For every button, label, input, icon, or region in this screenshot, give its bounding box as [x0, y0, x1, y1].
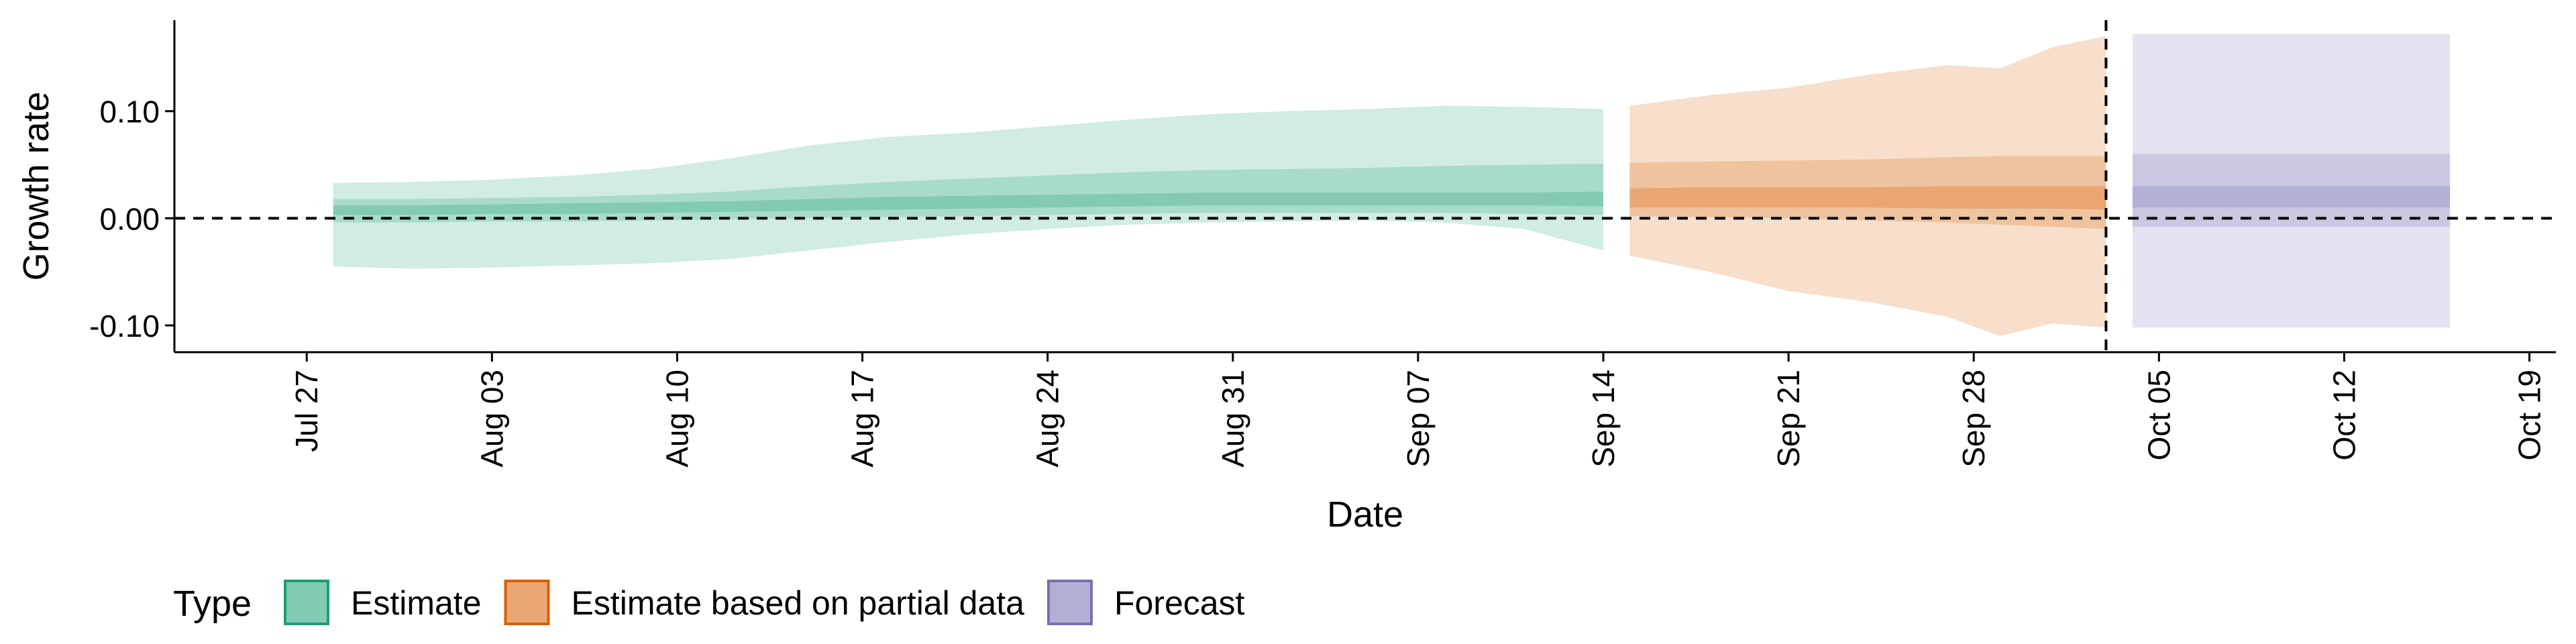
x-tick-label: Aug 17: [845, 370, 880, 468]
y-tick-label: -0.10: [89, 309, 160, 343]
x-tick-label: Aug 31: [1216, 370, 1250, 468]
legend-key-estimate: [284, 580, 329, 625]
legend: Type Estimate Estimate based on partial d…: [173, 580, 1245, 625]
x-tick-label: Sep 07: [1401, 370, 1436, 468]
x-tick-label: Sep 21: [1771, 370, 1806, 468]
estimate-based-on-partial-data-band-20: [1629, 186, 2106, 210]
forecast-band-20: [2132, 186, 2451, 208]
y-tick-label: 0.00: [99, 201, 160, 236]
legend-label-estimate-based-on-partial-data: Estimate based on partial data: [572, 584, 1025, 622]
legend-title: Type: [173, 584, 252, 624]
estimate-based-on-partial-data-band-90: [1629, 36, 2106, 336]
x-tick-label: Aug 24: [1030, 370, 1065, 468]
x-tick-label: Aug 03: [474, 370, 509, 468]
x-tick-label: Oct 12: [2326, 370, 2361, 461]
x-tick-label: Oct 19: [2512, 370, 2547, 461]
x-tick-label: Sep 28: [1956, 370, 1991, 468]
y-tick-label: 0.10: [99, 95, 160, 129]
estimate-band-90: [333, 105, 1604, 269]
estimate-band-20: [333, 191, 1604, 215]
estimate-based-on-partial-data-band-50: [1629, 156, 2106, 229]
estimate-band-50: [333, 164, 1604, 223]
x-tick-label: Oct 05: [2141, 370, 2176, 461]
legend-label-estimate: Estimate: [351, 584, 482, 622]
x-tick-label: Jul 27: [289, 370, 324, 452]
y-axis-title: Growth rate: [16, 91, 56, 280]
y-axis-ticks: -0.10 0.00 0.10: [89, 95, 174, 343]
legend-key-estimate-based-on-partial-data: [504, 580, 550, 625]
forecast-band-90: [2132, 34, 2451, 328]
forecast-band-50: [2132, 154, 2451, 227]
legend-key-forecast: [1046, 580, 1093, 625]
uncertainty-bands: [333, 34, 2451, 336]
x-tick-label: Sep 14: [1586, 370, 1621, 468]
reference-lines: [174, 20, 2556, 352]
legend-label-forecast: Forecast: [1114, 584, 1245, 622]
x-axis-ticks: Jul 27 Aug 03 Aug 10 Aug 17 Aug 24 Aug 31 Sep …: [289, 352, 2547, 468]
x-axis-title: Date: [1327, 494, 1403, 535]
x-tick-label: Aug 10: [659, 370, 694, 468]
